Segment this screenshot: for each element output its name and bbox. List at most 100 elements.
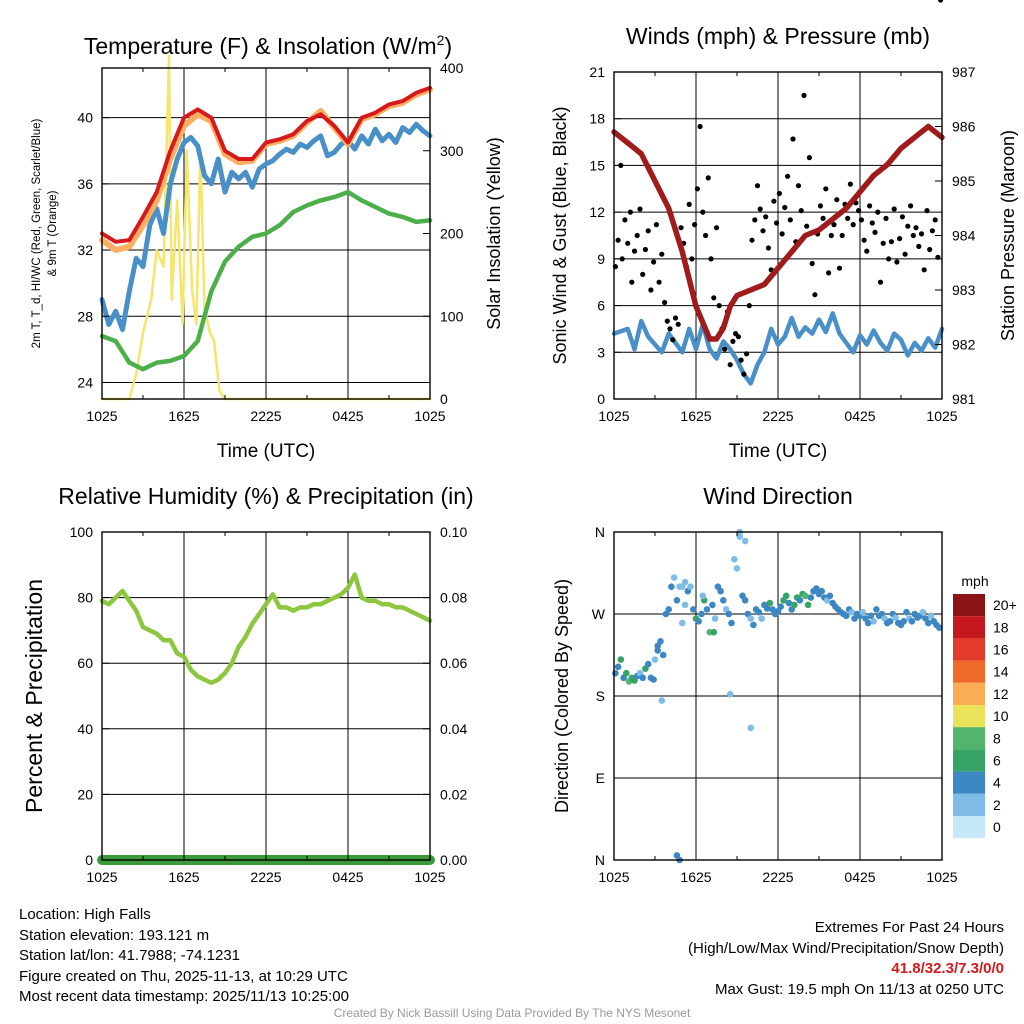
temp-y-tick-label: 32 xyxy=(77,242,93,258)
wind-direction-point xyxy=(726,690,734,698)
wind-direction-point xyxy=(711,615,719,622)
elevation-text: Station elevation: 193.121 m xyxy=(19,926,210,944)
wind-direction-point xyxy=(859,608,866,616)
wind-gust-point xyxy=(905,223,911,229)
colorbar-label: 6 xyxy=(993,753,1001,769)
rh-x-tick-label: 1025 xyxy=(414,869,445,885)
wind-direction-point xyxy=(681,578,689,586)
wind-direction-point xyxy=(936,624,943,631)
wind-gust-point xyxy=(738,357,744,363)
wdir-x-tick-label: 1025 xyxy=(598,869,629,885)
wind-gust-point xyxy=(648,287,654,293)
wind-direction-point xyxy=(659,651,667,659)
wind-direction-point xyxy=(728,619,735,627)
relative-humidity-line xyxy=(99,572,433,686)
wind-direction-point xyxy=(710,628,718,636)
wind-direction-point xyxy=(665,606,672,613)
wind-direction-point xyxy=(750,621,757,629)
wind-gust-point xyxy=(918,231,925,237)
wind-gust-point xyxy=(782,204,788,211)
rh-y2-tick-label: 0.02 xyxy=(440,786,467,802)
wind-gust-point xyxy=(916,243,922,249)
heat-index-wind-chill-line xyxy=(99,121,433,332)
wind-direction-point xyxy=(690,606,697,613)
winds-y-tick-label: 18 xyxy=(589,111,605,127)
wind-gust-point xyxy=(834,197,840,203)
wind-direction-point xyxy=(703,606,711,613)
wind-direction-point xyxy=(763,605,771,612)
wind-direction-point xyxy=(670,574,678,581)
wind-gust-point xyxy=(653,222,660,228)
temp-y2-tick-label: 400 xyxy=(440,60,464,76)
temp-y2-tick-label: 0 xyxy=(440,391,448,407)
wind-gust-point xyxy=(689,256,695,262)
temp-y-axis-label-line1: 2m T, T_d, HI/WC (Red, Green, Scarlet/Bl… xyxy=(31,119,43,349)
colorbar-cell xyxy=(953,638,985,661)
temp-y-tick-label: 24 xyxy=(77,374,93,390)
wind-gust-point xyxy=(692,222,698,228)
wind-direction-point xyxy=(843,612,850,620)
rh-title: Relative Humidity (%) & Precipitation (i… xyxy=(58,483,473,509)
winds-y-tick-label: 6 xyxy=(597,298,605,314)
wind-gust-point xyxy=(771,198,777,204)
rh-y-tick-label: 20 xyxy=(77,786,93,802)
winds-y-tick-label: 15 xyxy=(589,157,605,173)
wind-gust-point xyxy=(826,270,832,276)
winds-y2-tick-label: 982 xyxy=(952,337,976,353)
wind-gust-point xyxy=(910,232,916,239)
max-gust-text: Max Gust: 19.5 mph On 11/13 at 0250 UTC xyxy=(714,980,1004,998)
credit-line: Created By Nick Bassill Using Data Provi… xyxy=(333,1006,691,1020)
wind-direction-point xyxy=(679,619,686,627)
wind-gust-point xyxy=(705,175,711,181)
wind-gust-point xyxy=(672,315,679,321)
winds-y2-tick-label: 987 xyxy=(952,64,976,80)
wind-gust-point xyxy=(619,256,625,262)
wind-direction-point xyxy=(698,610,705,618)
wind-gust-point xyxy=(697,123,703,130)
wind-gust-point xyxy=(787,217,793,223)
wdir-y-tick-label: E xyxy=(596,770,605,786)
wdir-y-tick-label: N xyxy=(595,852,605,868)
wind-direction-point xyxy=(725,610,733,618)
colorbar-cell xyxy=(953,660,985,683)
wind-direction-point xyxy=(741,597,749,604)
wind-gust-point xyxy=(861,237,867,243)
winds-y2-tick-label: 981 xyxy=(952,391,976,407)
wind-gust-point xyxy=(645,228,651,234)
wind-direction-point xyxy=(813,585,820,592)
wind-gust-point xyxy=(850,222,856,228)
wind-gust-point xyxy=(744,351,750,357)
wind-gust-point xyxy=(622,217,628,223)
wind-gust-point xyxy=(779,231,785,237)
rh-y2-tick-label: 0.00 xyxy=(440,852,467,868)
wind-gust-point xyxy=(642,246,649,253)
wind-gust-point xyxy=(774,220,780,226)
figure-created-text: Figure created on Thu, 2025-11-13, at 10… xyxy=(19,967,348,985)
wind-direction-point xyxy=(612,669,619,677)
wind-direction-point xyxy=(870,618,877,625)
temp-x-tick-label: 2225 xyxy=(250,408,281,424)
wdir-y-tick-label: N xyxy=(595,524,605,540)
wind-direction-point xyxy=(720,597,727,604)
wind-direction-point xyxy=(733,565,741,572)
wind-gust-point xyxy=(897,236,903,242)
wind-direction-point xyxy=(802,592,809,600)
wind-direction-point xyxy=(736,533,743,540)
rh-y-axis-label: Percent & Precipitation xyxy=(21,579,47,813)
winds-y-tick-label: 21 xyxy=(589,64,605,80)
temp-x-tick-label: 1625 xyxy=(168,408,199,424)
wind-gust-point xyxy=(675,321,681,327)
wind-direction-point xyxy=(747,724,754,732)
temp-y-axis-label-line2: & 9m T (Orange) xyxy=(47,190,59,276)
extremes-subtitle: (High/Low/Max Wind/Precipitation/Snow De… xyxy=(688,939,1004,957)
wind-gust-point xyxy=(858,217,865,223)
wind-gust-point xyxy=(776,190,783,197)
wind-direction-point xyxy=(650,676,657,683)
colorbar-cell xyxy=(953,594,985,617)
wind-direction-point xyxy=(668,583,675,590)
temp-x-tick-label: 1025 xyxy=(86,408,117,424)
winds-x-axis-label: Time (UTC) xyxy=(729,441,828,462)
wind-direction-point xyxy=(807,594,815,601)
temp-x-tick-label: 0425 xyxy=(332,408,363,424)
